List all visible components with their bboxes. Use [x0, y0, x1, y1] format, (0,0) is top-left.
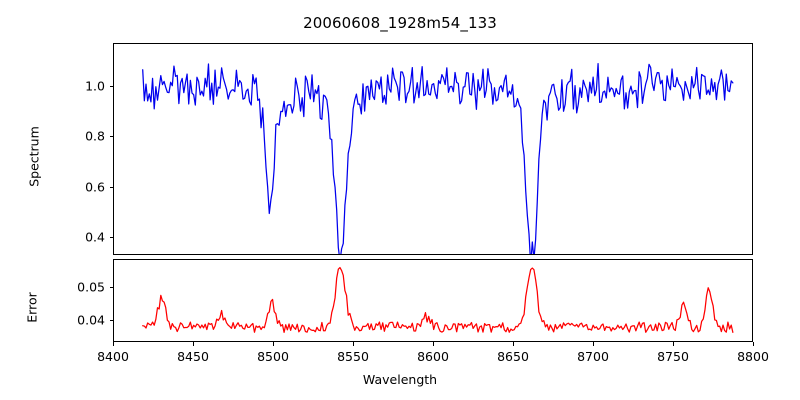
wavelength-tick-label: 8700: [577, 349, 609, 364]
wavelength-tick-label: 8450: [177, 349, 209, 364]
wavelength-tick-mark: [433, 342, 435, 346]
spectrum-y-tick-mark: [109, 136, 113, 138]
wavelength-tick-mark: [673, 342, 675, 346]
page-title: 20060608_1928m54_133: [303, 14, 497, 32]
error-axis-label: Error: [24, 292, 40, 323]
wavelength-tick-mark: [193, 342, 195, 346]
error-y-tick-mark: [109, 320, 113, 322]
wavelength-tick-mark: [273, 342, 275, 346]
spectrum-y-tick-label: 1.0: [85, 78, 105, 94]
spectrum-y-tick-label: 0.6: [85, 179, 105, 195]
wavelength-tick-label: 8550: [337, 349, 369, 364]
wavelength-tick-label: 8800: [737, 349, 769, 364]
wavelength-axis-label: Wavelength: [362, 372, 438, 387]
error-line-series: [114, 260, 752, 341]
spectrum-line-series: [114, 44, 752, 254]
wavelength-tick-label: 8500: [257, 349, 289, 364]
wavelength-tick-label: 8600: [417, 349, 449, 364]
spectrum-y-tick-mark: [109, 237, 113, 239]
wavelength-tick-mark: [753, 342, 755, 346]
wavelength-tick-mark: [593, 342, 595, 346]
spectrum-y-tick-label: 0.4: [85, 229, 105, 245]
wavelength-tick-mark: [513, 342, 515, 346]
error-y-tick-label: 0.05: [77, 279, 105, 295]
spectrum-y-tick-mark: [109, 85, 113, 87]
wavelength-tick-label: 8400: [97, 349, 129, 364]
error-y-tick-label: 0.04: [77, 312, 105, 328]
error-plot-area: [113, 259, 753, 342]
wavelength-tick-label: 8650: [497, 349, 529, 364]
wavelength-tick-mark: [113, 342, 115, 346]
spectrum-y-tick-label: 0.8: [85, 128, 105, 144]
spectrum-axis-label: Spectrum: [26, 126, 42, 187]
wavelength-tick-mark: [353, 342, 355, 346]
wavelength-tick-label: 8750: [657, 349, 689, 364]
spectrum-plot-area: [113, 43, 753, 255]
spectrum-y-tick-mark: [109, 186, 113, 188]
error-y-tick-mark: [109, 287, 113, 289]
